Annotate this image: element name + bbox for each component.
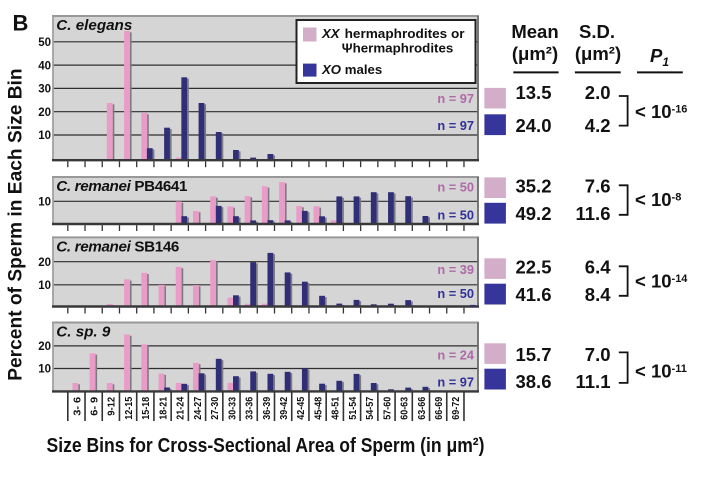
svg-text:10: 10	[38, 364, 51, 376]
svg-text:66-69: 66-69	[434, 396, 445, 419]
svg-text:n = 97: n = 97	[437, 91, 474, 106]
svg-text:49.2: 49.2	[515, 203, 551, 224]
svg-text:n = 50: n = 50	[437, 286, 474, 301]
svg-text:n = 97: n = 97	[437, 118, 474, 133]
svg-text:(μm²): (μm²)	[512, 43, 558, 64]
svg-text:41.6: 41.6	[515, 284, 551, 305]
svg-text:Mean: Mean	[511, 21, 558, 42]
svg-text:30-33: 30-33	[227, 396, 238, 419]
svg-text:50: 50	[38, 37, 51, 49]
svg-text:38.6: 38.6	[515, 371, 551, 392]
svg-text:33-36: 33-36	[245, 396, 256, 419]
svg-text:4.2: 4.2	[585, 115, 611, 136]
svg-text:54-57: 54-57	[365, 396, 376, 419]
svg-text:n = 50: n = 50	[437, 180, 474, 195]
svg-text:45-48: 45-48	[313, 396, 324, 419]
svg-text:10: 10	[38, 197, 51, 209]
svg-text:11.1: 11.1	[576, 371, 611, 392]
svg-text:15.7: 15.7	[515, 344, 551, 365]
svg-text:hermaphrodites or: hermaphrodites or	[345, 26, 465, 41]
svg-text:39-42: 39-42	[279, 396, 290, 419]
svg-text:69-72: 69-72	[451, 396, 462, 419]
svg-text:(μm²): (μm²)	[575, 43, 621, 64]
svg-text:7.6: 7.6	[585, 176, 611, 197]
svg-text:42-45: 42-45	[296, 396, 307, 419]
svg-text:Size Bins for Cross-Sectional: Size Bins for Cross-Sectional Area of Sp…	[47, 435, 485, 457]
svg-text:15-18: 15-18	[141, 396, 152, 419]
svg-text:2.0: 2.0	[585, 82, 611, 103]
svg-text:C. remanei SB146: C. remanei SB146	[56, 239, 179, 256]
svg-text:C. remanei PB4641: C. remanei PB4641	[56, 178, 188, 195]
svg-text:7.0: 7.0	[585, 344, 611, 365]
svg-text:11.6: 11.6	[576, 203, 611, 224]
svg-text:24.0: 24.0	[515, 115, 551, 136]
svg-text:Ψhermaphrodites: Ψhermaphrodites	[342, 41, 454, 56]
svg-text:13.5: 13.5	[515, 82, 551, 103]
svg-text:12-15: 12-15	[124, 396, 135, 419]
svg-text:< 10-8: < 10-8	[635, 189, 681, 210]
svg-text:n = 39: n = 39	[437, 262, 474, 277]
svg-text:20: 20	[38, 341, 51, 353]
svg-text:27-30: 27-30	[210, 396, 221, 419]
svg-text:60-63: 60-63	[400, 396, 411, 419]
svg-text:48-51: 48-51	[331, 396, 342, 419]
svg-text:57-60: 57-60	[382, 396, 393, 419]
svg-text:24-27: 24-27	[193, 396, 204, 419]
svg-text:8.4: 8.4	[585, 284, 611, 305]
svg-text:males: males	[345, 62, 382, 77]
svg-text:B: B	[13, 11, 29, 36]
svg-text:C. sp. 9: C. sp. 9	[56, 324, 111, 341]
svg-text:n = 24: n = 24	[437, 347, 475, 362]
svg-text:20: 20	[38, 257, 51, 269]
svg-text:C. elegans: C. elegans	[56, 17, 132, 34]
svg-text:6- 9: 6- 9	[90, 396, 101, 415]
svg-text:10: 10	[38, 280, 51, 292]
svg-text:30: 30	[38, 84, 51, 96]
svg-text:XO: XO	[321, 62, 342, 77]
svg-text:40: 40	[38, 60, 51, 72]
svg-text:6.4: 6.4	[585, 257, 611, 278]
svg-text:n = 50: n = 50	[437, 208, 474, 223]
svg-text:36-39: 36-39	[262, 396, 273, 419]
svg-text:35.2: 35.2	[515, 176, 551, 197]
svg-text:3- 6: 3- 6	[72, 396, 83, 415]
svg-text:10: 10	[38, 130, 51, 142]
svg-text:Percent of Sperm in Each Size: Percent of Sperm in Each Size Bin	[5, 68, 26, 380]
svg-text:20: 20	[38, 107, 51, 119]
svg-text:51-54: 51-54	[348, 396, 359, 419]
svg-text:18-21: 18-21	[158, 396, 169, 419]
svg-text:S.D.: S.D.	[579, 21, 615, 42]
svg-text:21-24: 21-24	[176, 396, 187, 419]
svg-text:63-66: 63-66	[417, 396, 428, 419]
svg-text:22.5: 22.5	[515, 257, 551, 278]
svg-text:XX: XX	[321, 26, 341, 41]
svg-text:n = 97: n = 97	[437, 375, 474, 390]
svg-text:9-12: 9-12	[107, 396, 118, 415]
